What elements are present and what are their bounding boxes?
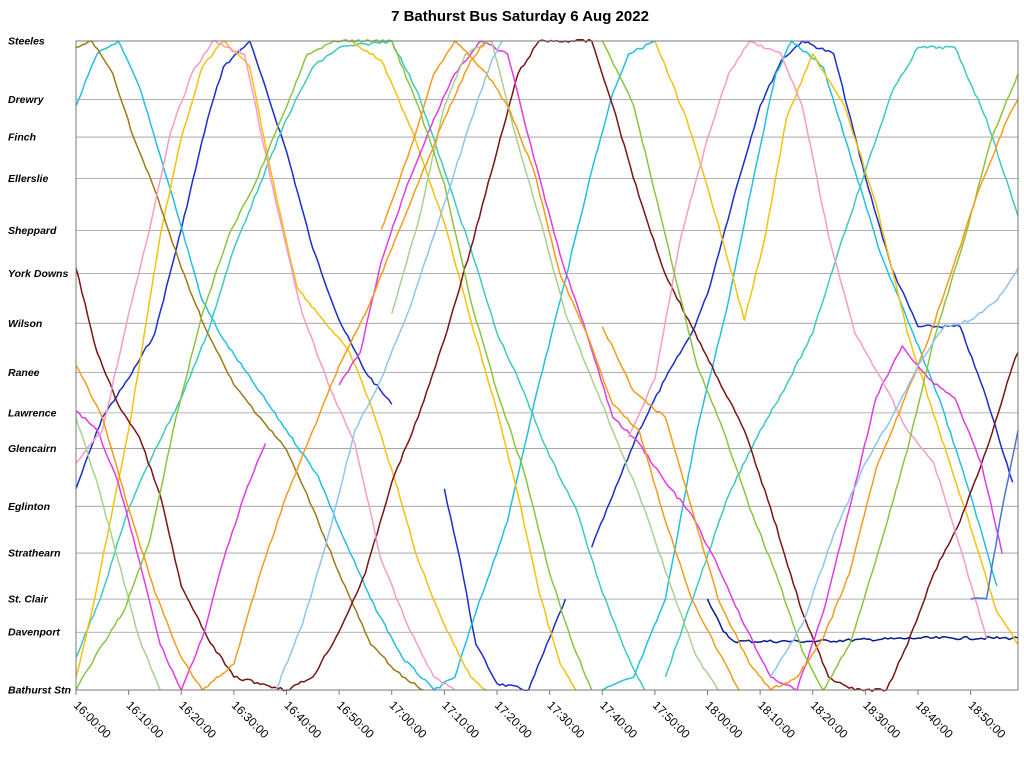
x-tick-label-6: 17:00:00 (387, 698, 430, 741)
x-tick-label-5: 16:50:00 (334, 698, 377, 741)
series-line-8 (75, 40, 487, 691)
x-tick-label-2: 16:20:00 (176, 698, 219, 741)
series-line-9 (349, 40, 577, 691)
series-line-26 (970, 430, 1019, 600)
series-line-10 (654, 40, 1019, 646)
series-line-15 (75, 40, 456, 691)
series-line-5 (601, 40, 998, 691)
stop-label-0: Steeles (8, 36, 45, 48)
series-line-13 (75, 410, 267, 691)
series-line-18 (391, 40, 719, 691)
series-line-6 (75, 40, 646, 691)
stop-label-1: Drewry (8, 94, 45, 106)
stop-label-2: Finch (8, 132, 36, 144)
stop-label-10: Eglinton (8, 501, 50, 513)
series-line-24 (275, 40, 503, 691)
stop-label-11: Strathearn (8, 548, 61, 560)
series-line-23 (601, 99, 1019, 691)
chart-title: 7 Bathurst Bus Saturday 6 Aug 2022 (391, 8, 649, 25)
series-line-16 (627, 40, 988, 639)
x-tick-label-14: 18:20:00 (808, 698, 851, 741)
series-line-11 (75, 40, 424, 691)
stop-label-3: Ellerslie (8, 173, 48, 185)
stop-label-4: Sheppard (8, 225, 57, 237)
plot-frame (75, 40, 1019, 691)
stop-label-14: Bathurst Stn (8, 685, 71, 697)
series-line-4 (75, 40, 656, 691)
series-line-25 (770, 267, 1019, 678)
series-line-2 (590, 40, 1014, 548)
stop-label-7: Ranee (8, 367, 40, 379)
series-line-17 (75, 417, 161, 691)
x-tick-label-11: 17:50:00 (650, 698, 693, 741)
x-tick-label-3: 16:30:00 (229, 698, 272, 741)
x-tick-label-10: 17:40:00 (597, 698, 640, 741)
x-tick-label-9: 17:30:00 (545, 698, 588, 741)
series-line-7 (664, 45, 1019, 678)
x-tick-label-13: 18:10:00 (755, 698, 798, 741)
series-line-19 (75, 38, 593, 691)
x-tick-label-8: 17:20:00 (492, 698, 535, 741)
time-tick-labels: 16:00:00 16:10:00 16:20:00 16:30:00 16:40:00… (71, 698, 1009, 741)
series-lines (75, 38, 1019, 693)
stop-labels: Steeles Drewry Finch Ellerslie Sheppard York … (8, 36, 71, 697)
x-tick-label-16: 18:40:00 (913, 698, 956, 741)
stop-label-12: St. Clair (8, 594, 49, 606)
series-line-1 (443, 488, 567, 692)
series-line-21 (75, 40, 488, 691)
stop-label-5: York Downs (8, 268, 68, 280)
x-tick-label-0: 16:00:00 (71, 698, 114, 741)
x-tick-label-15: 18:30:00 (860, 698, 903, 741)
stop-label-13: Davenport (8, 627, 60, 639)
x-tick-label-1: 16:10:00 (124, 698, 167, 741)
x-tick-label-7: 17:10:00 (439, 698, 482, 741)
series-line-3 (706, 598, 1019, 644)
series-line-0 (75, 40, 393, 490)
stop-label-6: Wilson (8, 318, 42, 330)
x-tick-label-17: 18:50:00 (966, 698, 1009, 741)
axes (75, 40, 1019, 695)
series-line-20 (601, 40, 1019, 691)
stop-label-8: Lawrence (8, 407, 57, 419)
series-line-22 (380, 40, 740, 691)
series-line-14 (338, 40, 1003, 691)
x-tick-label-12: 18:00:00 (702, 698, 745, 741)
x-tick-label-4: 16:40:00 (281, 698, 324, 741)
stop-label-9: Glencairn (8, 443, 56, 455)
